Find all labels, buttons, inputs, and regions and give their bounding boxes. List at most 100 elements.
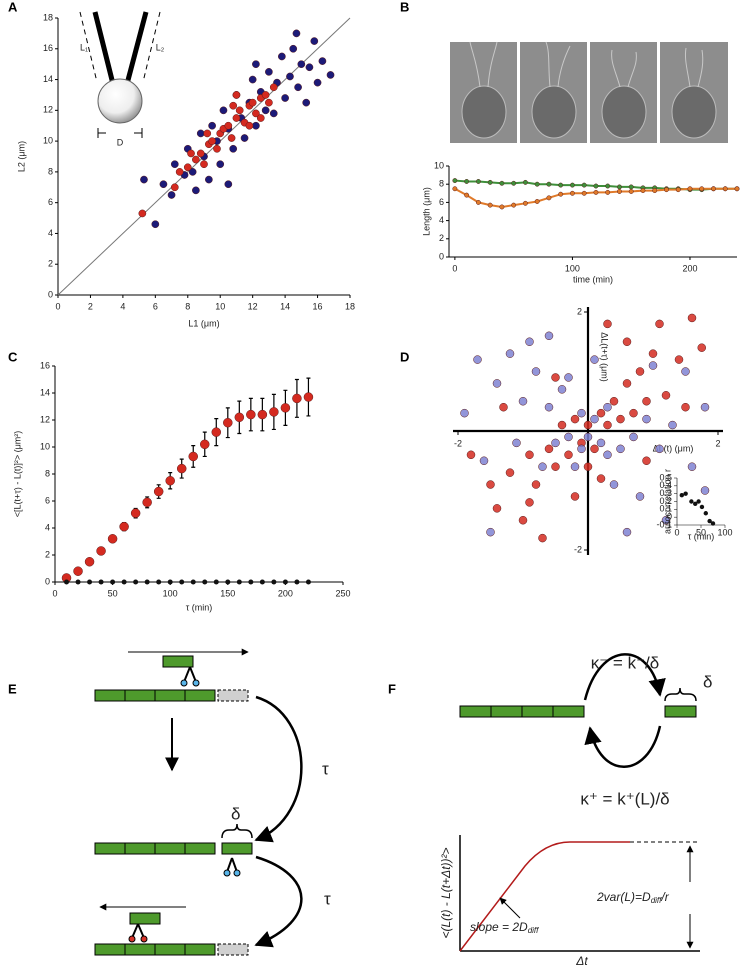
point [140, 175, 148, 184]
point [261, 91, 270, 99]
point [265, 98, 273, 107]
point [202, 579, 208, 585]
panel-label: E [8, 681, 17, 696]
point [629, 432, 638, 442]
y-tick-label: 12 [40, 414, 50, 424]
point [486, 480, 495, 489]
y-tick-label: -2 [574, 544, 582, 554]
point [518, 397, 528, 406]
point [219, 106, 228, 115]
point [167, 191, 176, 199]
point [596, 438, 606, 448]
point [590, 355, 599, 364]
point [710, 521, 716, 526]
x-tick-label: 200 [682, 263, 697, 273]
point [648, 349, 658, 358]
cartoon-label: L₁ [80, 42, 88, 52]
y-tick-label: 0 [48, 289, 53, 299]
point [119, 521, 129, 532]
y-tick-label: 6 [45, 495, 50, 505]
x-tick-label: 50 [108, 588, 118, 598]
x-axis-label: τ (min) [186, 602, 213, 612]
point [179, 579, 185, 585]
point [479, 456, 489, 465]
point [473, 355, 482, 364]
x-tick-label: 8 [185, 301, 190, 311]
y-tick-label: 16 [40, 360, 50, 370]
point [84, 557, 95, 567]
point [256, 114, 265, 122]
point [683, 491, 688, 496]
y-tick-label: 6 [48, 197, 53, 207]
point [224, 121, 233, 130]
point [616, 444, 625, 454]
y-tick-label: 16 [43, 43, 53, 53]
y-tick-label: 0.5 [659, 472, 672, 482]
point [167, 579, 173, 585]
y-tick-label: 6 [439, 197, 444, 207]
point [569, 182, 575, 188]
point [590, 414, 599, 424]
point [697, 343, 706, 352]
y-tick-label: 8 [439, 179, 444, 189]
panel-label: F [388, 681, 396, 696]
flagella-cartoon [79, 11, 161, 138]
point [687, 313, 697, 323]
point [87, 579, 93, 585]
x-axis-label: Δt [575, 954, 588, 968]
point [192, 186, 200, 195]
y-tick-label: 12 [43, 105, 53, 115]
point [183, 163, 192, 172]
point [248, 75, 257, 84]
x-tick-label: 100 [717, 527, 732, 537]
point [522, 200, 528, 206]
point [271, 579, 277, 585]
rate-label: κ⁻ = k⁻/δ [591, 653, 660, 672]
point [538, 462, 547, 471]
point [570, 462, 580, 471]
cartoon-label: L₂ [156, 42, 165, 52]
point [216, 160, 225, 169]
point [605, 183, 611, 189]
point [278, 52, 286, 61]
point [464, 179, 470, 184]
point [224, 180, 233, 189]
x-tick-label: 0 [674, 527, 679, 537]
point [512, 438, 521, 448]
point [269, 109, 278, 118]
point [603, 402, 612, 412]
point [213, 579, 219, 585]
point [235, 106, 244, 115]
point [570, 492, 580, 501]
x-axis-label: L1 (μm) [188, 318, 219, 328]
point [245, 121, 254, 130]
point [232, 91, 241, 99]
point [464, 192, 470, 198]
point [511, 180, 517, 186]
variance-sub: diff [651, 896, 662, 905]
point [297, 60, 306, 69]
delta-label: δ [703, 672, 712, 691]
y-tick-label: 0 [667, 512, 672, 522]
point [534, 199, 540, 204]
point [664, 187, 669, 193]
point [208, 121, 216, 130]
point [170, 183, 179, 192]
point [475, 199, 481, 205]
point [603, 450, 612, 460]
point [499, 180, 505, 186]
point [196, 129, 205, 138]
y-tick-label: 4 [48, 228, 53, 238]
point [188, 168, 197, 176]
point [655, 319, 664, 329]
point [564, 432, 573, 442]
point [675, 187, 681, 193]
point [121, 579, 127, 585]
x-tick-label: 4 [120, 301, 125, 311]
point [711, 186, 716, 192]
point [130, 508, 141, 518]
x-tick-label: 16 [313, 301, 323, 311]
point [628, 184, 634, 190]
point [261, 106, 270, 115]
tau-label: τ [322, 759, 329, 778]
